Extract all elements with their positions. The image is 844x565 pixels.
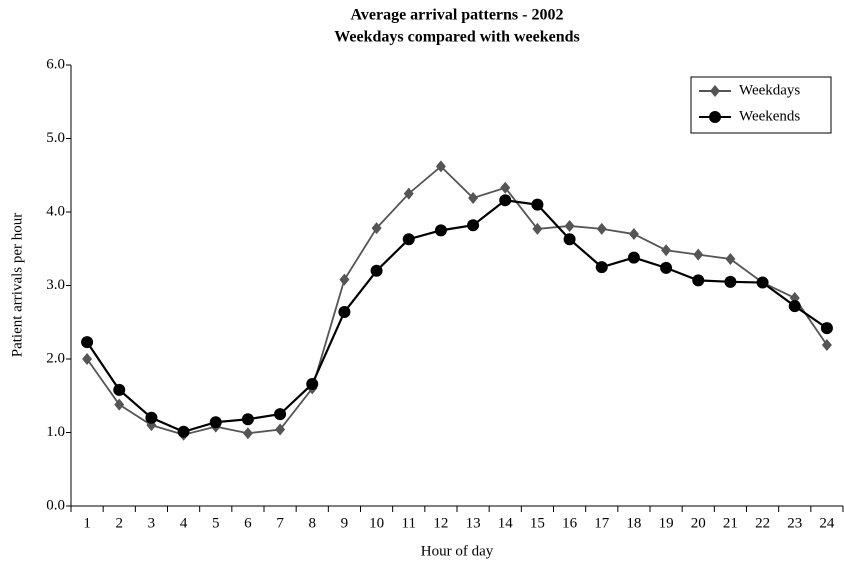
x-tick-label: 3	[148, 515, 156, 531]
x-tick-label: 20	[691, 515, 706, 531]
marker	[145, 411, 158, 424]
marker	[564, 219, 575, 232]
marker	[660, 261, 673, 274]
marker	[467, 219, 480, 232]
series-line	[86, 165, 828, 436]
legend-label: Weekdays	[739, 82, 800, 98]
x-tick-label: 12	[433, 515, 448, 531]
marker	[531, 198, 544, 211]
y-tick-label: 0.0	[46, 497, 65, 513]
marker	[370, 264, 383, 277]
x-tick-label: 21	[723, 515, 738, 531]
x-tick-label: 4	[180, 515, 188, 531]
marker	[242, 427, 253, 440]
marker	[338, 305, 351, 318]
marker	[821, 339, 832, 352]
marker	[435, 160, 446, 173]
marker	[403, 187, 414, 200]
marker	[710, 85, 720, 97]
x-axis-label: Hour of day	[421, 543, 494, 559]
marker	[81, 336, 94, 349]
marker	[306, 377, 319, 390]
x-tick-label: 10	[369, 515, 384, 531]
x-tick-label: 16	[562, 515, 578, 531]
marker	[596, 222, 607, 235]
marker	[500, 181, 511, 194]
marker	[661, 244, 672, 257]
x-tick-label: 19	[659, 515, 674, 531]
marker	[114, 398, 125, 411]
x-tick-label: 7	[276, 515, 284, 531]
marker	[468, 192, 479, 205]
marker	[692, 274, 705, 287]
marker	[434, 224, 447, 237]
marker	[709, 111, 721, 123]
marker	[209, 416, 222, 429]
y-tick-label: 6.0	[46, 56, 65, 72]
chart-title: Average arrival patterns - 2002	[351, 7, 564, 24]
x-tick-label: 15	[530, 515, 545, 531]
series-line	[86, 199, 828, 433]
marker	[724, 275, 737, 288]
marker	[402, 233, 415, 246]
x-tick-label: 1	[83, 515, 91, 531]
x-tick-label: 14	[498, 515, 514, 531]
marker	[274, 408, 287, 421]
marker	[82, 353, 93, 365]
marker	[113, 383, 126, 396]
y-tick-label: 4.0	[46, 203, 65, 219]
chart-subtitle: Weekdays compared with weekends	[334, 29, 580, 46]
legend-label: Weekends	[739, 108, 800, 124]
marker	[177, 425, 190, 438]
marker	[820, 322, 833, 335]
x-tick-label: 18	[626, 515, 641, 531]
x-tick-label: 17	[594, 515, 610, 531]
marker	[339, 273, 350, 286]
marker	[371, 222, 382, 235]
marker	[693, 248, 704, 261]
x-tick-label: 23	[787, 515, 802, 531]
marker	[627, 251, 640, 264]
y-tick-label: 2.0	[46, 350, 65, 366]
x-tick-label: 24	[819, 515, 835, 531]
marker	[499, 194, 512, 207]
marker	[532, 222, 543, 235]
y-axis-label: Patient arrivals per hour	[9, 213, 25, 358]
marker	[628, 228, 639, 241]
x-tick-label: 5	[212, 515, 220, 531]
y-tick-label: 1.0	[46, 424, 65, 440]
marker	[788, 300, 801, 313]
x-tick-label: 13	[466, 515, 481, 531]
x-tick-label: 11	[402, 515, 416, 531]
x-tick-label: 9	[341, 515, 349, 531]
marker	[595, 261, 608, 274]
x-tick-label: 2	[116, 515, 124, 531]
x-tick-label: 22	[755, 515, 770, 531]
marker	[725, 253, 736, 266]
marker	[756, 276, 769, 289]
marker	[241, 413, 254, 426]
marker	[563, 233, 576, 246]
y-tick-label: 5.0	[46, 130, 65, 146]
marker	[275, 423, 286, 436]
x-tick-label: 6	[244, 515, 252, 531]
y-tick-label: 3.0	[46, 277, 65, 293]
x-tick-label: 8	[309, 515, 317, 531]
